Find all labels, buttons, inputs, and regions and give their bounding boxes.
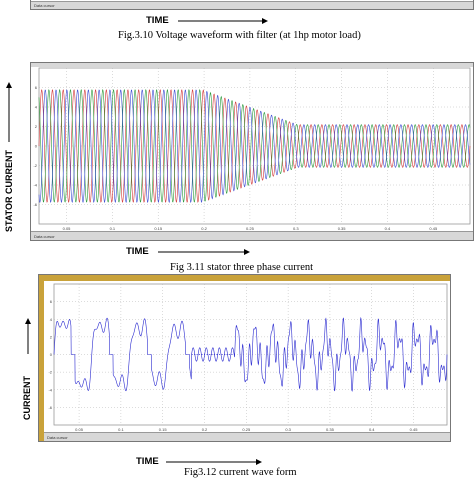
y-tick-label: 6	[35, 85, 38, 90]
y-tick-label: 4	[50, 317, 53, 322]
phase-a-trace	[38, 89, 471, 203]
y-tick-label: 4	[35, 105, 38, 110]
x-tick-label: 0.45	[410, 427, 419, 432]
y-tick-label: 2	[35, 124, 38, 129]
fig310-time-label: TIME	[146, 15, 169, 26]
y-tick-label: -6	[48, 405, 52, 410]
x-tick-label: 0.05	[75, 427, 84, 432]
fig311-scope-frame	[31, 63, 473, 67]
y-tick-label: 6	[50, 299, 53, 304]
fig312-scope-frame-left	[39, 275, 44, 441]
fig311-time-arrow	[158, 249, 250, 255]
y-tick-label: -4	[33, 183, 37, 188]
x-tick-label: 0.25	[242, 427, 251, 432]
fig312-caption: Fig3.12 current wave form	[184, 467, 297, 478]
fig312-status-bar: Data cursor	[44, 432, 450, 441]
x-tick-label: 0.35	[338, 226, 347, 231]
fig312-scope-frame-top	[39, 275, 450, 281]
fig312-y-arrow	[25, 318, 31, 354]
y-tick-label: -4	[48, 387, 52, 392]
fig312-time-label: TIME	[136, 456, 159, 467]
y-tick-label: 0	[50, 352, 53, 357]
x-tick-label: 0.15	[159, 427, 168, 432]
fig311-scope: 6 4 2 0 -2 -4 -6 0.05 0.1 0.15 0.2 0.25 0.3 0.35 0.4 0.…	[30, 62, 474, 241]
fig310-scope-strip: Data cursor	[30, 0, 474, 10]
x-tick-label: 0.2	[202, 427, 208, 432]
fig311-plot: 6 4 2 0 -2 -4 -6 0.05 0.1 0.15 0.2 0.25 0.3 0.35 0.4 0.…	[33, 67, 471, 231]
x-tick-label: 0.3	[285, 427, 291, 432]
fig312-scope: 6 4 2 0 -2 -4 -6 0.05 0.1 0.15 0.2 0.25 0.3 0.35 0.4 0.…	[38, 274, 451, 442]
y-tick-label: 0	[35, 144, 38, 149]
y-tick-label: 2	[50, 334, 53, 339]
y-tick-label: -2	[48, 370, 52, 375]
x-tick-label: 0.4	[385, 226, 391, 231]
fig311-status-bar: Data cursor	[31, 231, 473, 240]
x-tick-label: 0.3	[293, 226, 299, 231]
fig311-y-label: STATOR CURRENT	[4, 150, 14, 232]
x-tick-label: 0.15	[154, 226, 163, 231]
x-tick-label: 0.1	[118, 427, 124, 432]
phase-b-trace	[38, 88, 471, 203]
x-tick-label: 0.2	[201, 226, 207, 231]
fig312-plot: 6 4 2 0 -2 -4 -6 0.05 0.1 0.15 0.2 0.25 0.3 0.35 0.4 0.…	[48, 283, 448, 432]
x-tick-label: 0.1	[110, 226, 116, 231]
x-tick-label: 0.25	[246, 226, 255, 231]
x-tick-label: 0.05	[63, 226, 72, 231]
fig310-caption: Fig.3.10 Voltage waveform with filter (a…	[118, 30, 361, 41]
y-tick-label: -6	[33, 202, 37, 207]
fig311-caption: Fig 3.11 stator three phase current	[170, 262, 314, 273]
x-tick-label: 0.45	[429, 226, 438, 231]
fig310-time-arrow	[178, 18, 268, 24]
y-tick-label: -2	[33, 163, 37, 168]
fig311-y-arrow	[6, 82, 12, 142]
fig310-status-bar: Data cursor	[31, 1, 473, 9]
x-tick-label: 0.4	[369, 427, 375, 432]
fig312-y-label: CURRENT	[22, 376, 32, 420]
x-tick-label: 0.35	[326, 427, 335, 432]
phase-c-trace	[38, 89, 471, 204]
current-trace	[53, 316, 448, 392]
fig311-time-label: TIME	[126, 246, 149, 257]
fig312-time-arrow	[166, 459, 262, 465]
